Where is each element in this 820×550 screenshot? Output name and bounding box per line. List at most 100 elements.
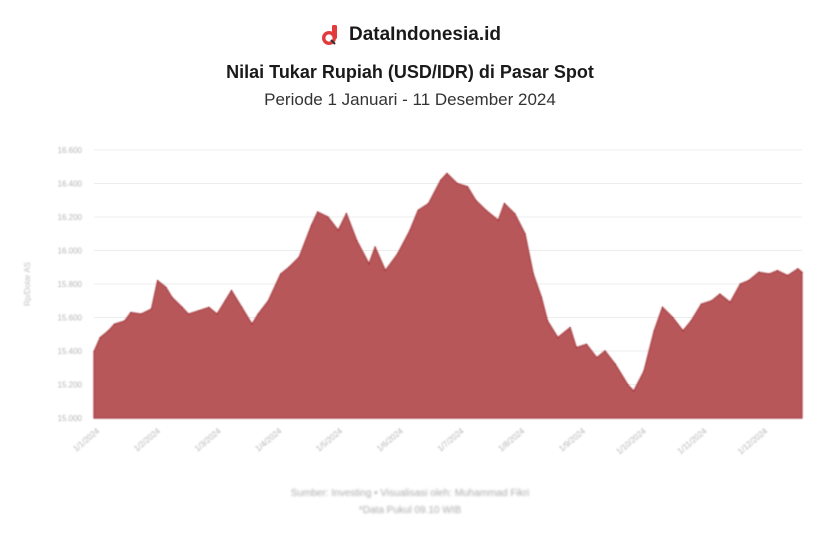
dataindonesia-logo-icon xyxy=(319,24,341,46)
data-point xyxy=(165,286,167,288)
data-point xyxy=(466,186,469,188)
data-point xyxy=(140,313,142,315)
data-point xyxy=(585,343,588,345)
x-tick-label: 1/11/2024 xyxy=(676,426,709,456)
x-tick-label: 1/6/2024 xyxy=(375,426,405,453)
data-point xyxy=(797,268,799,270)
data-point xyxy=(208,306,210,308)
data-point xyxy=(230,290,233,292)
data-point xyxy=(485,209,487,211)
y-tick-label: 16.600 xyxy=(58,146,83,155)
chart-subtitle: Periode 1 Januari - 11 Desember 2024 xyxy=(264,90,556,109)
data-point xyxy=(198,310,200,312)
data-point xyxy=(540,296,543,298)
data-point xyxy=(107,330,109,332)
data-point xyxy=(288,266,290,268)
data-point xyxy=(337,229,339,231)
data-point xyxy=(614,363,616,365)
data-point xyxy=(267,300,269,302)
data-point xyxy=(514,213,516,215)
data-point xyxy=(224,300,226,302)
data-point xyxy=(739,283,742,285)
data-point xyxy=(653,330,655,332)
data-point xyxy=(575,347,577,349)
data-point xyxy=(345,213,347,215)
data-point xyxy=(241,306,243,308)
x-tick-label: 1/10/2024 xyxy=(615,426,648,456)
data-point xyxy=(187,313,189,315)
series-area xyxy=(93,172,803,419)
x-tick-label: 1/1/2024 xyxy=(72,426,102,453)
data-point xyxy=(446,172,448,175)
data-point xyxy=(251,323,253,325)
data-point xyxy=(633,390,635,392)
data-point xyxy=(719,293,721,295)
data-point xyxy=(181,306,183,308)
data-point xyxy=(801,271,803,273)
data-point xyxy=(150,308,153,310)
data-point xyxy=(327,216,329,218)
x-tick-label: 1/8/2024 xyxy=(497,426,527,453)
data-point xyxy=(99,337,101,339)
data-point xyxy=(384,270,386,272)
data-point xyxy=(672,316,674,319)
data-point xyxy=(113,323,116,325)
x-tick-label: 1/4/2024 xyxy=(254,426,284,453)
data-point xyxy=(280,273,282,275)
data-point xyxy=(787,275,789,277)
x-tick-label: 1/9/2024 xyxy=(557,426,587,453)
data-point xyxy=(257,313,259,315)
data-point xyxy=(368,263,370,265)
y-tick-label: 15.600 xyxy=(58,314,83,323)
brand-name: DataIndonesia.id xyxy=(348,24,502,45)
data-point xyxy=(427,203,430,205)
y-tick-label: 15.800 xyxy=(58,280,83,289)
area-chart: 15.000 15.200 15.400 15.600 15.800 16.000 16.2… xyxy=(23,146,803,456)
data-point xyxy=(661,306,664,308)
data-point xyxy=(317,211,319,213)
data-point xyxy=(298,256,300,258)
data-point xyxy=(748,280,750,282)
y-tick-label: 16.200 xyxy=(58,213,83,222)
data-point xyxy=(682,330,684,332)
source-text: Sumber: Investing • Visualisasi oleh: Mu… xyxy=(290,488,530,499)
data-point xyxy=(124,320,126,322)
data-point xyxy=(532,273,534,275)
data-point xyxy=(475,199,477,201)
brand-header: DataIndonesia.id xyxy=(0,22,820,48)
y-axis-title: Rp/Dolar AS xyxy=(23,262,32,306)
data-point xyxy=(557,337,559,339)
x-tick-label: 1/7/2024 xyxy=(436,426,466,453)
x-tick-label: 1/5/2024 xyxy=(315,426,345,453)
data-point xyxy=(643,370,645,372)
data-point xyxy=(758,271,760,273)
chart-title: Nilai Tukar Rupiah (USD/IDR) di Pasar Sp… xyxy=(226,62,594,82)
data-point xyxy=(596,357,598,359)
y-tick-label: 16.000 xyxy=(58,247,83,256)
data-point xyxy=(310,224,313,226)
y-tick-label: 15.200 xyxy=(58,381,83,390)
data-point xyxy=(729,301,731,303)
data-point xyxy=(569,327,571,329)
data-point xyxy=(409,229,411,231)
data-point xyxy=(157,280,159,282)
data-point xyxy=(130,311,132,314)
data-point xyxy=(397,253,399,255)
y-tick-label: 15.000 xyxy=(58,414,83,423)
x-tick-label: 1/3/2024 xyxy=(193,426,223,453)
data-point xyxy=(456,182,458,185)
x-tick-label: 1/2/2024 xyxy=(132,426,162,453)
x-tick-label: 1/12/2024 xyxy=(736,426,769,456)
data-point xyxy=(440,179,442,181)
y-tick-label: 15.400 xyxy=(58,347,83,356)
data-point xyxy=(503,203,505,205)
data-point xyxy=(690,320,692,322)
data-point xyxy=(768,273,770,275)
data-point xyxy=(711,300,713,302)
data-point xyxy=(776,270,779,272)
note-text: *Data Pukul 09.10 WIB xyxy=(358,505,462,516)
data-point xyxy=(374,246,376,248)
data-point xyxy=(627,383,629,386)
data-point xyxy=(356,239,358,242)
data-point xyxy=(604,350,606,352)
